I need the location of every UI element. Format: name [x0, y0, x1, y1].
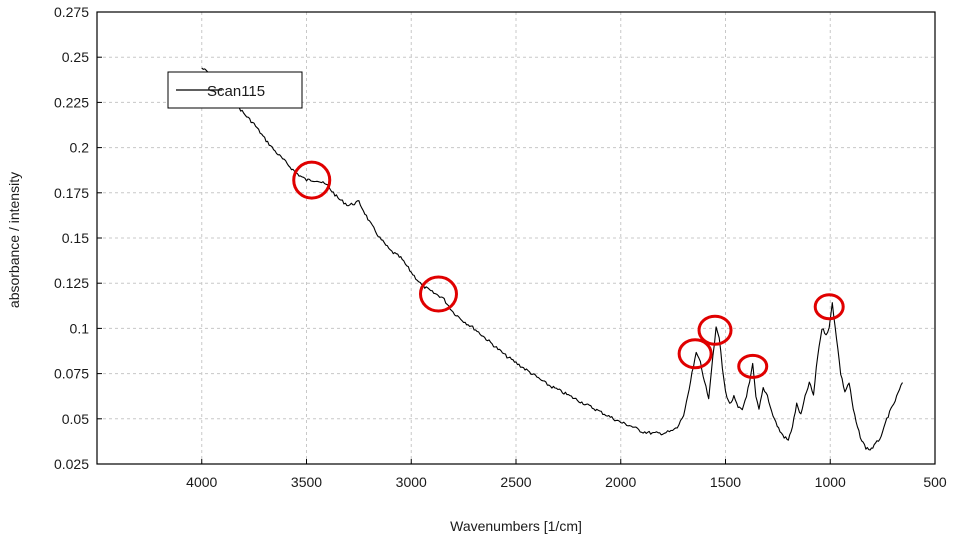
x-tick-label: 4000	[186, 474, 217, 490]
series-layer	[201, 67, 903, 451]
x-tick-label: 3500	[291, 474, 322, 490]
legend-label: Scan115	[207, 83, 265, 100]
x-tick-label: 1000	[815, 474, 846, 490]
y-tick-label: 0.025	[54, 456, 89, 472]
peak-marker-circle	[677, 338, 713, 370]
series-line-scan115	[201, 67, 903, 451]
y-tick-label: 0.2	[70, 140, 90, 156]
x-tick-label: 2000	[605, 474, 636, 490]
peak-marker-circle	[697, 314, 733, 346]
y-tick-label: 0.225	[54, 94, 89, 110]
x-tick-label: 3000	[396, 474, 427, 490]
y-tick-label: 0.25	[62, 49, 89, 65]
peak-marker-circle	[813, 293, 845, 321]
peak-marker-circle	[292, 160, 332, 200]
y-tick-label: 0.175	[54, 185, 89, 201]
y-tick-label: 0.075	[54, 366, 89, 382]
x-axis-ticks: 4000 3500 3000 2500 2000 1500 1000 500	[186, 459, 947, 490]
y-tick-label: 0.15	[62, 230, 89, 246]
y-axis-title: absorbance / intensity	[6, 172, 22, 308]
y-tick-label: 0.275	[54, 4, 89, 20]
y-tick-label: 0.05	[62, 411, 89, 427]
peak-marker-circle	[418, 275, 458, 313]
y-tick-label: 0.1	[70, 320, 90, 336]
y-tick-label: 0.125	[54, 275, 89, 291]
x-axis-title: Wavenumbers [1/cm]	[450, 518, 582, 534]
legend[interactable]: Scan115	[167, 71, 303, 109]
peak-markers	[292, 160, 845, 379]
x-tick-label: 500	[923, 474, 947, 490]
x-tick-label: 1500	[710, 474, 741, 490]
x-tick-label: 2500	[500, 474, 531, 490]
peak-marker-circle	[737, 353, 769, 379]
y-axis-ticks: 0.025 0.05 0.075 0.1 0.125 0.15 0.175 0.2 0.225 0…	[54, 4, 102, 472]
